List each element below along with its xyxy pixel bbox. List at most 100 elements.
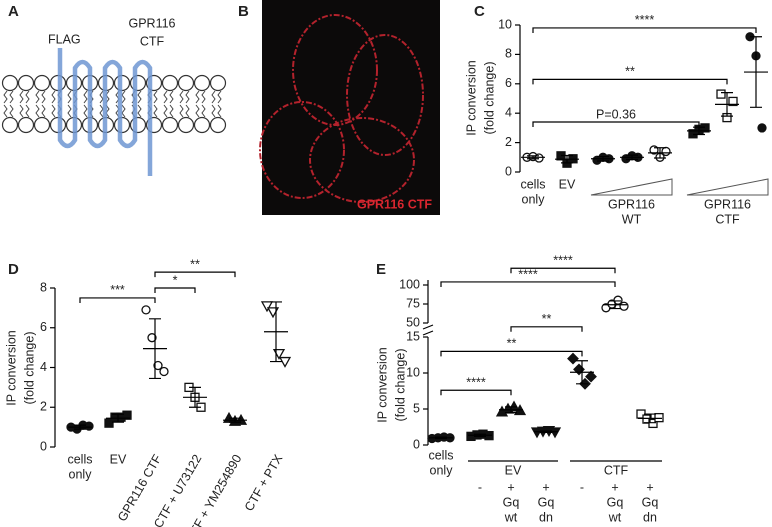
- data-point: [104, 418, 114, 428]
- lipid-tail: [121, 104, 126, 118]
- group-label: GPR116: [704, 197, 751, 211]
- significance-bracket: [154, 287, 196, 293]
- lipid-tail: [35, 90, 40, 104]
- dose-ramp: [686, 178, 769, 196]
- y-tick-label: 0: [505, 164, 512, 178]
- lipid-tail: [3, 90, 8, 104]
- error-bar: [112, 413, 124, 423]
- data-point: [548, 427, 562, 439]
- data-point: [278, 356, 292, 368]
- lipid-tail: [137, 90, 142, 104]
- lipid-tail: [217, 104, 222, 118]
- lipid-tail: [99, 104, 104, 118]
- lipid-tail: [67, 90, 72, 104]
- error-bar: [229, 417, 241, 423]
- cell-outlines: [259, 14, 424, 203]
- lipid-tail: [121, 90, 126, 104]
- lipid-head: [1, 74, 19, 92]
- y-tick-label: 8: [40, 280, 47, 294]
- significance-bracket: [440, 389, 512, 396]
- micrograph-image: [262, 0, 440, 215]
- x-tick-label: +: [646, 480, 653, 494]
- lipid-tail: [179, 104, 184, 118]
- error-bar: [474, 433, 486, 437]
- panel-label: C: [474, 3, 485, 20]
- lipid-head: [1, 116, 19, 134]
- y-tick-label: 100: [399, 277, 420, 291]
- lipid-tail: [115, 104, 120, 118]
- y-tick-label: 75: [406, 296, 420, 310]
- lipid-tail: [41, 104, 46, 118]
- lipid-head: [209, 74, 227, 92]
- error-bar: [693, 126, 705, 136]
- error-bar: [74, 424, 86, 430]
- error-bar: [505, 406, 517, 414]
- lipid-tail: [195, 90, 200, 104]
- significance-label: ****: [635, 13, 655, 27]
- lipid-tail: [195, 104, 200, 118]
- significance-label: **: [625, 65, 635, 79]
- y-tick-label: 2: [40, 400, 47, 414]
- lipid-tail: [25, 90, 30, 104]
- y-tick-label: 5: [413, 401, 420, 415]
- significance-bracket: [510, 267, 616, 274]
- significance-label: ****: [553, 254, 573, 268]
- y-tick-label: 10: [406, 365, 420, 379]
- axis-break: [422, 330, 434, 336]
- x-tick-label: -: [478, 480, 482, 494]
- significance-label: P=0.36: [596, 107, 636, 121]
- x-tick-label: +: [507, 480, 514, 494]
- data-point: [159, 366, 169, 377]
- error-bar: [721, 92, 733, 117]
- error-bar: [750, 36, 762, 108]
- y-tick-label: 2: [505, 135, 512, 149]
- data-point: [619, 301, 629, 311]
- panel-label: B: [238, 3, 249, 20]
- lipid-tail: [67, 104, 72, 118]
- y-tick-label: 6: [505, 76, 512, 90]
- y-tick-label: 50: [406, 315, 420, 329]
- data-point: [757, 123, 767, 133]
- significance-bracket: [79, 297, 156, 303]
- y-axis-label: IP conversion: [4, 330, 18, 406]
- y-tick-label: 0: [413, 437, 420, 451]
- lipid-tail: [153, 90, 158, 104]
- y-axis-label: IP conversion: [375, 347, 389, 423]
- lipid-tail: [179, 90, 184, 104]
- x-tick-label: cells: [428, 448, 453, 462]
- lipid-tail: [105, 104, 110, 118]
- y-tick-label: 15: [406, 329, 420, 343]
- x-tick-label: CTF + PTX: [242, 452, 286, 514]
- panel-label: D: [8, 261, 19, 278]
- significance-bracket: [440, 281, 616, 287]
- data-point: [122, 410, 132, 420]
- error-bar: [609, 300, 621, 310]
- x-tick-label: dn: [643, 510, 657, 524]
- lipid-tail: [153, 104, 158, 118]
- lipid-tail: [185, 90, 190, 104]
- x-tick-label: EV: [559, 177, 576, 191]
- lipid-tail: [105, 90, 110, 104]
- y-axis-label: IP conversion: [464, 60, 478, 136]
- lipid-head: [209, 116, 227, 134]
- y-tick-label: 0: [40, 439, 47, 453]
- error-bar: [626, 154, 638, 161]
- data-point: [84, 421, 94, 431]
- axis-break: [422, 324, 434, 330]
- significance-label: **: [190, 257, 200, 271]
- y-axis-label: (fold change): [393, 349, 407, 422]
- data-point: [648, 418, 658, 429]
- lipid-tail: [217, 90, 222, 104]
- x-tick-label: only: [430, 463, 454, 477]
- lipid-tail: [51, 104, 56, 118]
- group-label: CTF: [715, 212, 740, 226]
- lipid-tail: [201, 104, 206, 118]
- x-tick-label: Gq: [642, 495, 659, 509]
- y-tick-label: 6: [40, 320, 47, 334]
- lipid-tail: [211, 90, 216, 104]
- x-tick-label: EV: [110, 452, 127, 466]
- lipid-tail: [41, 90, 46, 104]
- lipid-head: [161, 116, 179, 134]
- x-tick-label: cells: [520, 177, 545, 191]
- data-point: [700, 123, 710, 133]
